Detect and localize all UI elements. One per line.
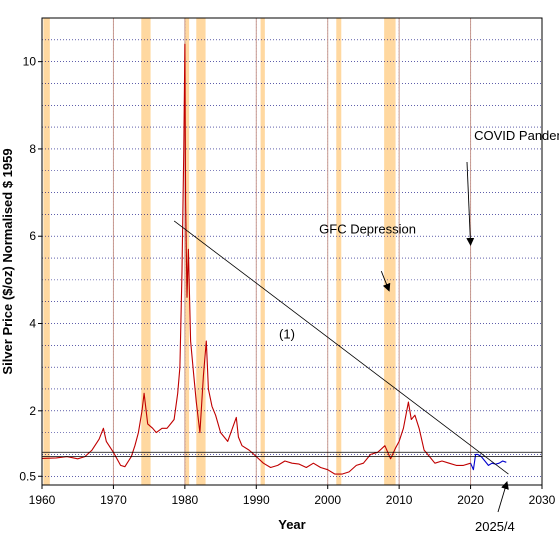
x-tick-label: 2010 xyxy=(386,493,413,507)
recession-band xyxy=(184,18,190,485)
annotation-label: GFC Depression xyxy=(319,222,416,237)
recession-band xyxy=(336,18,342,485)
y-tick-label: 8 xyxy=(29,142,36,156)
annotations: COVID Pandemic GFC Depression 2025/4 xyxy=(319,128,559,534)
y-tick-label: 6 xyxy=(29,229,36,243)
trendline-label: (1) xyxy=(279,326,295,341)
annotation-arrow xyxy=(497,481,509,513)
y-tick-label: 2 xyxy=(29,404,36,418)
y-tick-label: 0.5 xyxy=(19,469,36,483)
annotation-label: COVID Pandemic xyxy=(474,128,559,143)
x-tick-label: 1970 xyxy=(100,493,127,507)
x-tick-label: 2020 xyxy=(457,493,484,507)
annotation-label: 2025/4 xyxy=(475,519,515,534)
x-tick-label: 1960 xyxy=(29,493,56,507)
plot-frame xyxy=(41,17,543,486)
y-axis-title: Silver Price ($/oz) Normalised $ 1959 xyxy=(0,148,15,374)
x-tick-label: 1990 xyxy=(243,493,270,507)
x-tick-label: 2000 xyxy=(314,493,341,507)
recession-band xyxy=(196,18,206,485)
recession-bands xyxy=(43,18,396,485)
y-tick-label: 4 xyxy=(29,317,36,331)
x-axis-ticks: 1960 1970 1980 1990 2000 2010 2020 2030 xyxy=(29,485,556,507)
x-tick-label: 2030 xyxy=(529,493,556,507)
gridlines xyxy=(41,18,543,485)
recession-band xyxy=(384,18,396,485)
trend-and-reference-lines: (1) xyxy=(42,220,542,475)
recession-band xyxy=(141,18,151,485)
annotation-arrow xyxy=(466,162,475,246)
annotation-arrow xyxy=(380,270,391,292)
recession-band xyxy=(43,18,50,485)
recession-band xyxy=(260,18,265,485)
x-tick-label: 1980 xyxy=(172,493,199,507)
trendline xyxy=(173,220,509,475)
y-tick-label: 10 xyxy=(23,55,37,69)
y-axis-ticks: 0.5 2 4 6 8 10 xyxy=(19,55,42,483)
x-axis-title: Year xyxy=(278,517,305,532)
price-line xyxy=(41,43,471,475)
